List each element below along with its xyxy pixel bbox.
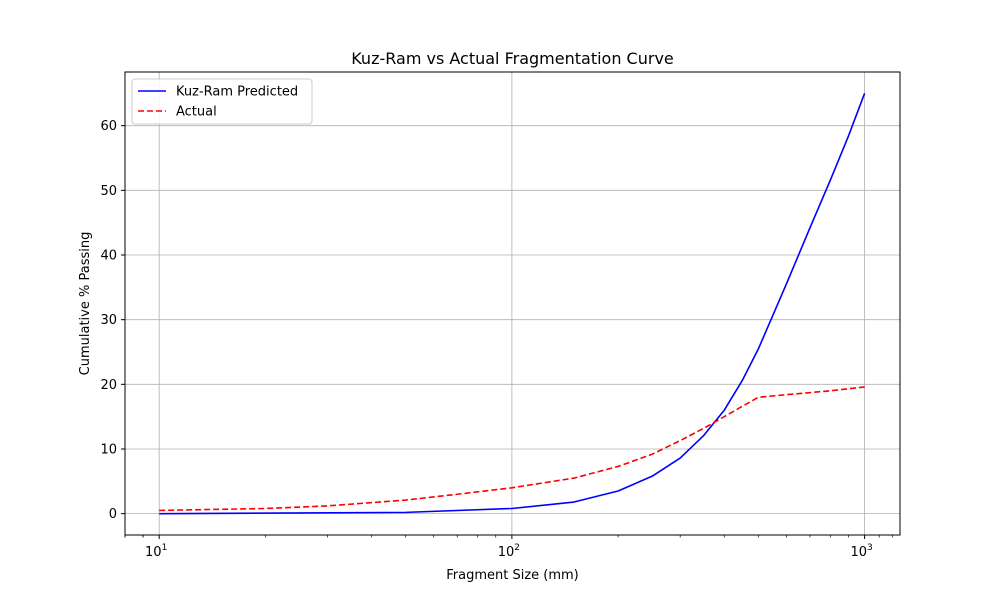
y-tick-label: 60 bbox=[100, 119, 117, 134]
chart-title: Kuz-Ram vs Actual Fragmentation Curve bbox=[351, 49, 674, 68]
grid bbox=[125, 72, 900, 535]
y-tick-label: 20 bbox=[100, 378, 117, 393]
y-axis-label: Cumulative % Passing bbox=[78, 232, 93, 376]
plot-frame bbox=[124, 71, 901, 536]
legend-box bbox=[131, 78, 313, 125]
legend: Kuz-Ram Predicted Actual bbox=[131, 78, 313, 125]
legend-label: Actual bbox=[176, 105, 217, 120]
series-layer bbox=[159, 93, 866, 515]
series-line-actual bbox=[159, 386, 865, 512]
y-tick-label: 10 bbox=[100, 442, 117, 457]
x-axis-label: Fragment Size (mm) bbox=[446, 568, 579, 583]
y-tick-label: 30 bbox=[100, 313, 117, 328]
y-tick-label: 0 bbox=[109, 507, 117, 522]
y-tick-label: 50 bbox=[100, 184, 117, 199]
y-tick-label: 40 bbox=[100, 249, 117, 264]
legend-label: Kuz-Ram Predicted bbox=[176, 85, 298, 100]
